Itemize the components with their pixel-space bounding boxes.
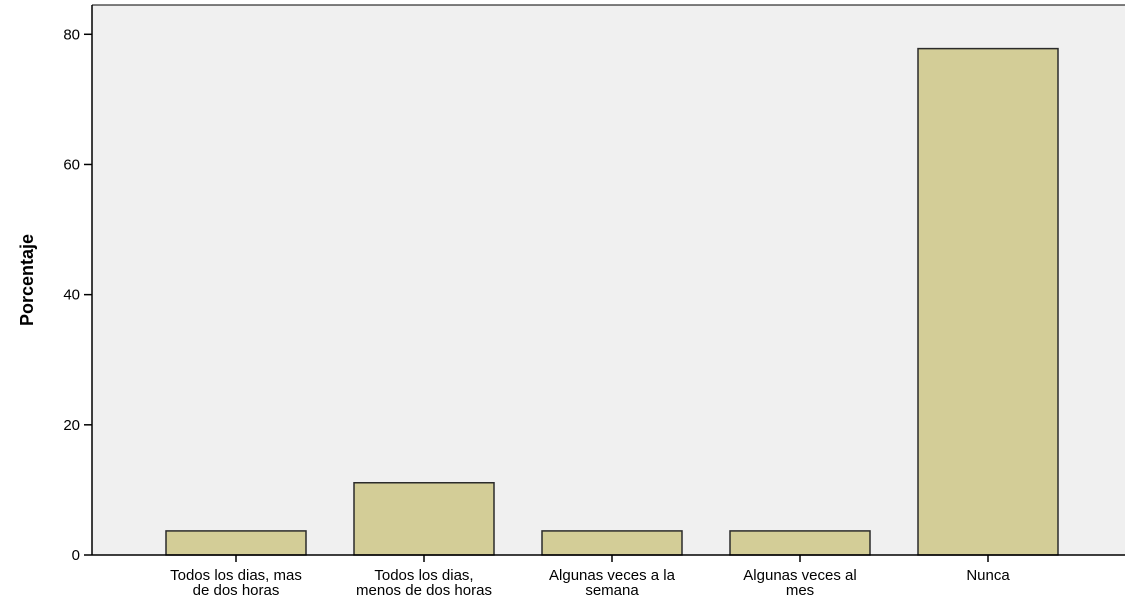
- x-tick-label: Nunca: [966, 567, 1010, 584]
- x-tick-label: Todos los dias, mas de dos horas: [170, 567, 302, 599]
- x-ticks-layer: Todos los dias, mas de dos horas Todos los…: [170, 555, 1010, 599]
- y-tick-label: 60: [63, 156, 80, 173]
- x-tick-label: Todos los dias, menos de dos horas: [356, 567, 492, 599]
- bar-1: [165, 530, 307, 556]
- x-tick-label: Algunas veces al mes: [743, 567, 856, 599]
- x-tick-label: Algunas veces a la semana: [549, 567, 676, 599]
- y-ticks-layer: 0 20 40 60 80: [63, 26, 92, 564]
- y-tick-label: 80: [63, 26, 80, 43]
- y-axis-title: Porcentaje: [17, 234, 37, 326]
- bar-5: [917, 47, 1059, 556]
- bar-4: [729, 530, 871, 556]
- bars-layer: [165, 47, 1059, 556]
- y-tick-label: 20: [63, 417, 80, 434]
- y-tick-label: 40: [63, 287, 80, 304]
- bar-3: [541, 530, 683, 556]
- bar-2: [353, 482, 495, 556]
- y-tick-label: 0: [72, 547, 80, 564]
